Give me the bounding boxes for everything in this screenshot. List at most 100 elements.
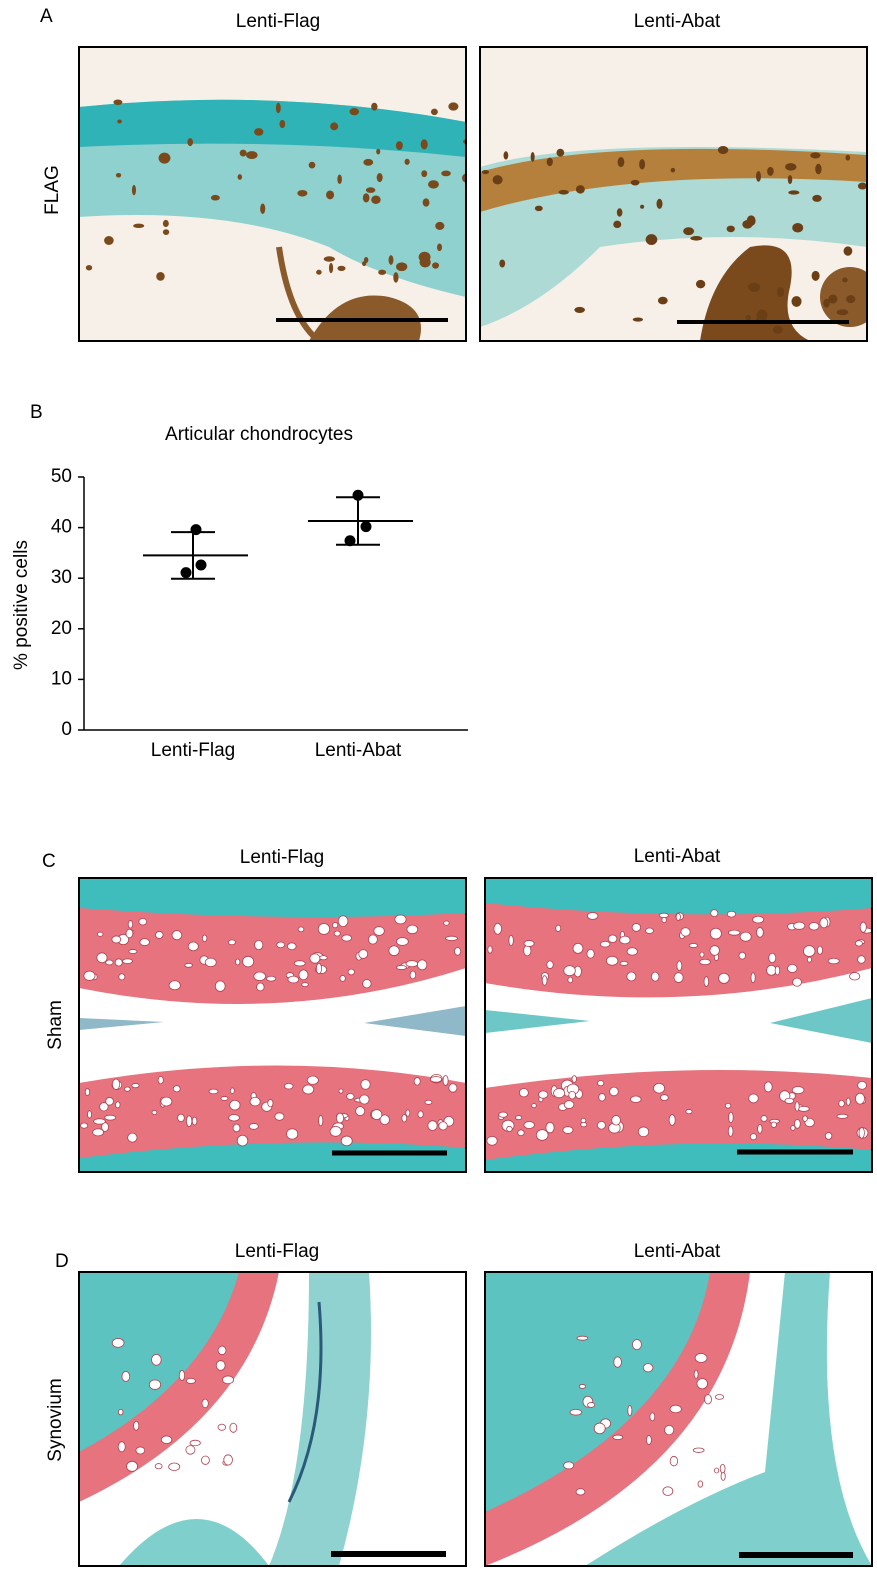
cell: [597, 1120, 606, 1130]
cell: [640, 204, 645, 209]
cell: [699, 951, 705, 958]
cell: [413, 1077, 421, 1086]
cell: [287, 942, 297, 951]
cell: [845, 154, 851, 161]
cell: [172, 1085, 181, 1093]
cell: [237, 174, 243, 180]
chart-title: Articular chondrocytes: [165, 424, 353, 445]
cell: [693, 1369, 699, 1379]
cell: [803, 945, 816, 957]
cell: [487, 945, 493, 954]
cell: [340, 1135, 353, 1147]
cell: [361, 261, 367, 267]
cell: [254, 939, 264, 951]
cell: [156, 271, 165, 281]
cell: [148, 1379, 162, 1390]
cell-texture: [80, 1074, 458, 1147]
cell: [405, 960, 419, 968]
cell: [838, 1099, 845, 1108]
cell: [563, 1461, 575, 1470]
cell: [201, 1455, 210, 1465]
cell: [309, 953, 321, 964]
cell: [279, 119, 286, 129]
cell: [787, 174, 793, 185]
cell: [816, 945, 824, 955]
cell: [177, 1113, 185, 1123]
cell: [114, 958, 123, 967]
y-tick-label: 20: [51, 618, 72, 639]
cell: [293, 960, 306, 967]
cell: [668, 1114, 676, 1126]
cell: [99, 1102, 109, 1112]
cell: [630, 179, 640, 186]
row-label: Synovium: [45, 1378, 66, 1461]
cell: [417, 1110, 424, 1119]
cell: [260, 203, 266, 214]
cell: [315, 963, 323, 975]
cell: [308, 161, 316, 169]
cell: [749, 1133, 758, 1141]
cell: [859, 921, 867, 933]
cell: [379, 1114, 390, 1126]
cell: [556, 148, 565, 157]
cell: [858, 1127, 865, 1139]
cell: [430, 108, 438, 116]
cell: [694, 1353, 708, 1363]
micrograph: [484, 877, 873, 1173]
cell: [697, 1480, 704, 1488]
cell: [836, 1113, 849, 1119]
cell: [704, 1394, 712, 1405]
cell: [371, 1109, 383, 1120]
cell: [492, 175, 503, 185]
cell: [815, 163, 822, 175]
cell: [133, 223, 145, 228]
cell: [843, 246, 853, 256]
cell: [572, 942, 584, 954]
column-header: Lenti-Abat: [634, 846, 721, 867]
cell: [396, 937, 409, 946]
y-tick-label: 0: [61, 719, 72, 740]
cell: [645, 234, 658, 245]
cell: [699, 958, 711, 966]
cell: [580, 1122, 588, 1128]
cell: [506, 1125, 513, 1132]
cell: [806, 956, 812, 963]
x-tick-label: Lenti-Abat: [315, 740, 402, 761]
cell: [593, 1422, 606, 1435]
cell: [448, 1083, 458, 1093]
cell: [632, 1339, 642, 1351]
cell: [571, 1075, 577, 1083]
cell: [428, 180, 439, 189]
cell: [111, 1078, 121, 1090]
cell: [232, 1123, 241, 1133]
cell: [275, 102, 281, 114]
cell: [553, 1088, 566, 1099]
cell: [828, 294, 838, 304]
cell: [87, 1110, 92, 1119]
cell: [80, 1122, 89, 1129]
cell: [586, 948, 595, 959]
cell: [229, 1087, 235, 1094]
cell-texture: [85, 99, 466, 283]
cell: [836, 309, 849, 316]
cell: [646, 1435, 652, 1445]
cell: [362, 979, 372, 989]
cell: [362, 193, 370, 203]
cell: [187, 138, 194, 147]
cell: [118, 973, 126, 981]
cell: [688, 943, 699, 948]
cell: [135, 1446, 146, 1455]
cell: [690, 236, 703, 241]
cell: [210, 194, 220, 201]
cell: [217, 1345, 227, 1356]
cell: [160, 1096, 173, 1107]
cell-texture: [83, 914, 462, 992]
column-header: Lenti-Abat: [634, 11, 721, 32]
cell: [642, 1363, 654, 1373]
cell: [326, 190, 335, 200]
data-point: [360, 521, 372, 533]
cell: [774, 965, 781, 976]
cell: [359, 1094, 370, 1105]
cell: [208, 1088, 219, 1095]
